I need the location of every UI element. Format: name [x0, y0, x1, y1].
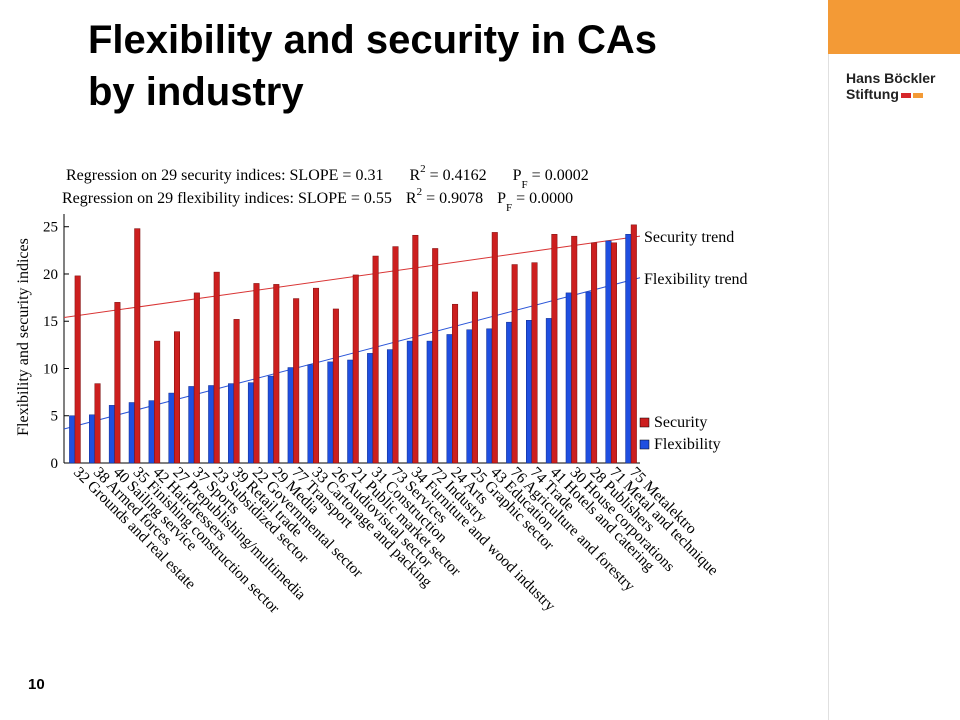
bar-security — [74, 275, 81, 464]
bar-flexibility — [605, 240, 612, 464]
trend-label-security: Security trend — [644, 229, 734, 246]
bar-flexibility — [347, 359, 354, 464]
bar-flexibility — [466, 329, 473, 464]
bar-flexibility — [406, 340, 413, 464]
bar-security — [233, 319, 240, 464]
bar-flexibility — [89, 414, 96, 464]
bar-chart: Regression on 29 security indices: SLOPE… — [15, 163, 748, 617]
bar-flexibility — [208, 385, 215, 464]
logo-line-1: Hans Böckler — [846, 70, 936, 86]
bar-security — [531, 262, 538, 464]
foundation-logo: Hans Böckler Stiftung — [846, 70, 935, 102]
bar-flexibility — [426, 340, 433, 464]
bar-flexibility — [446, 334, 453, 464]
regression-annotations: Regression on 29 security indices: SLOPE… — [62, 163, 589, 214]
bar-security — [173, 331, 180, 464]
regression-flexibility-text: Regression on 29 flexibility indices: SL… — [62, 186, 573, 214]
bar-security — [293, 298, 300, 464]
bar-security — [452, 303, 459, 464]
regression-security-text: Regression on 29 security indices: SLOPE… — [66, 163, 589, 191]
bar-flexibility — [307, 364, 314, 464]
bar-flexibility — [168, 392, 175, 464]
bar-security — [412, 234, 419, 464]
y-tick-label: 20 — [43, 267, 58, 283]
bar-flexibility — [188, 386, 195, 464]
bar-security — [94, 383, 101, 464]
bar-flexibility — [506, 321, 513, 464]
y-axis-label: Flexibility and security indices — [15, 238, 32, 436]
page-number: 10 — [28, 676, 45, 693]
bar-security — [392, 246, 399, 464]
trend-label-flexibility: Flexibility trend — [644, 271, 748, 288]
bar-flexibility — [148, 400, 155, 464]
bar-security — [332, 308, 339, 464]
bar-security — [610, 242, 617, 464]
bar-security — [432, 248, 439, 464]
title-line-2: by industry — [88, 70, 304, 114]
bar-security — [591, 242, 598, 464]
corner-accent-box — [828, 0, 960, 54]
bar-flexibility — [327, 361, 334, 464]
slide-divider-line — [828, 0, 829, 720]
y-tick-label: 5 — [51, 409, 59, 425]
bar-security — [213, 271, 220, 464]
bar-security — [471, 291, 478, 464]
bar-security — [134, 228, 141, 464]
bar-security — [352, 274, 359, 464]
legend-label-flexibility: Flexibility — [654, 436, 721, 453]
legend-swatch-flexibility — [639, 439, 650, 450]
bar-flexibility — [585, 291, 592, 464]
logo-bar-icon — [900, 92, 911, 98]
bar-flexibility — [128, 402, 135, 464]
bar-flexibility — [486, 328, 493, 464]
y-tick-label: 0 — [51, 456, 59, 472]
page-title: Flexibility and security in CAs by indus… — [88, 14, 788, 118]
y-tick-label: 10 — [43, 361, 58, 377]
bar-flexibility — [228, 383, 235, 464]
bar-security — [511, 264, 518, 464]
bar-security — [630, 224, 637, 464]
bar-flexibility — [267, 375, 274, 464]
plot-area: 0 5 10 15 20 25 Security trend Flexibility tren… — [43, 214, 748, 617]
bar-flexibility — [367, 353, 374, 464]
bar-security — [193, 292, 200, 464]
bar-flexibility — [69, 415, 76, 464]
bar-security — [154, 340, 161, 464]
bar-security — [253, 283, 260, 464]
legend-label-security: Security — [654, 414, 707, 431]
bar-flexibility — [625, 234, 632, 464]
bar-security — [313, 287, 320, 464]
bar-flexibility — [526, 320, 533, 464]
bar-security — [551, 234, 558, 464]
bar-security — [273, 284, 280, 464]
bar-flexibility — [565, 292, 572, 464]
bar-security — [372, 255, 379, 464]
trend-line-security — [63, 235, 641, 318]
bar-flexibility — [545, 318, 552, 464]
bar-flexibility — [247, 382, 254, 464]
y-tick-label: 15 — [43, 314, 58, 330]
y-tick-label: 25 — [43, 220, 58, 236]
logo-line-2-row: Stiftung — [846, 86, 935, 102]
bar-security — [114, 302, 121, 464]
title-line-1: Flexibility and security in CAs — [88, 18, 658, 62]
logo-bar-accent-icon — [912, 92, 923, 98]
bar-flexibility — [386, 349, 393, 464]
legend-swatch-security — [639, 417, 650, 428]
bar-security — [571, 235, 578, 464]
bar-security — [491, 232, 498, 464]
bar-flexibility — [108, 405, 115, 464]
bar-flexibility — [287, 367, 294, 464]
logo-line-2: Stiftung — [846, 86, 899, 102]
